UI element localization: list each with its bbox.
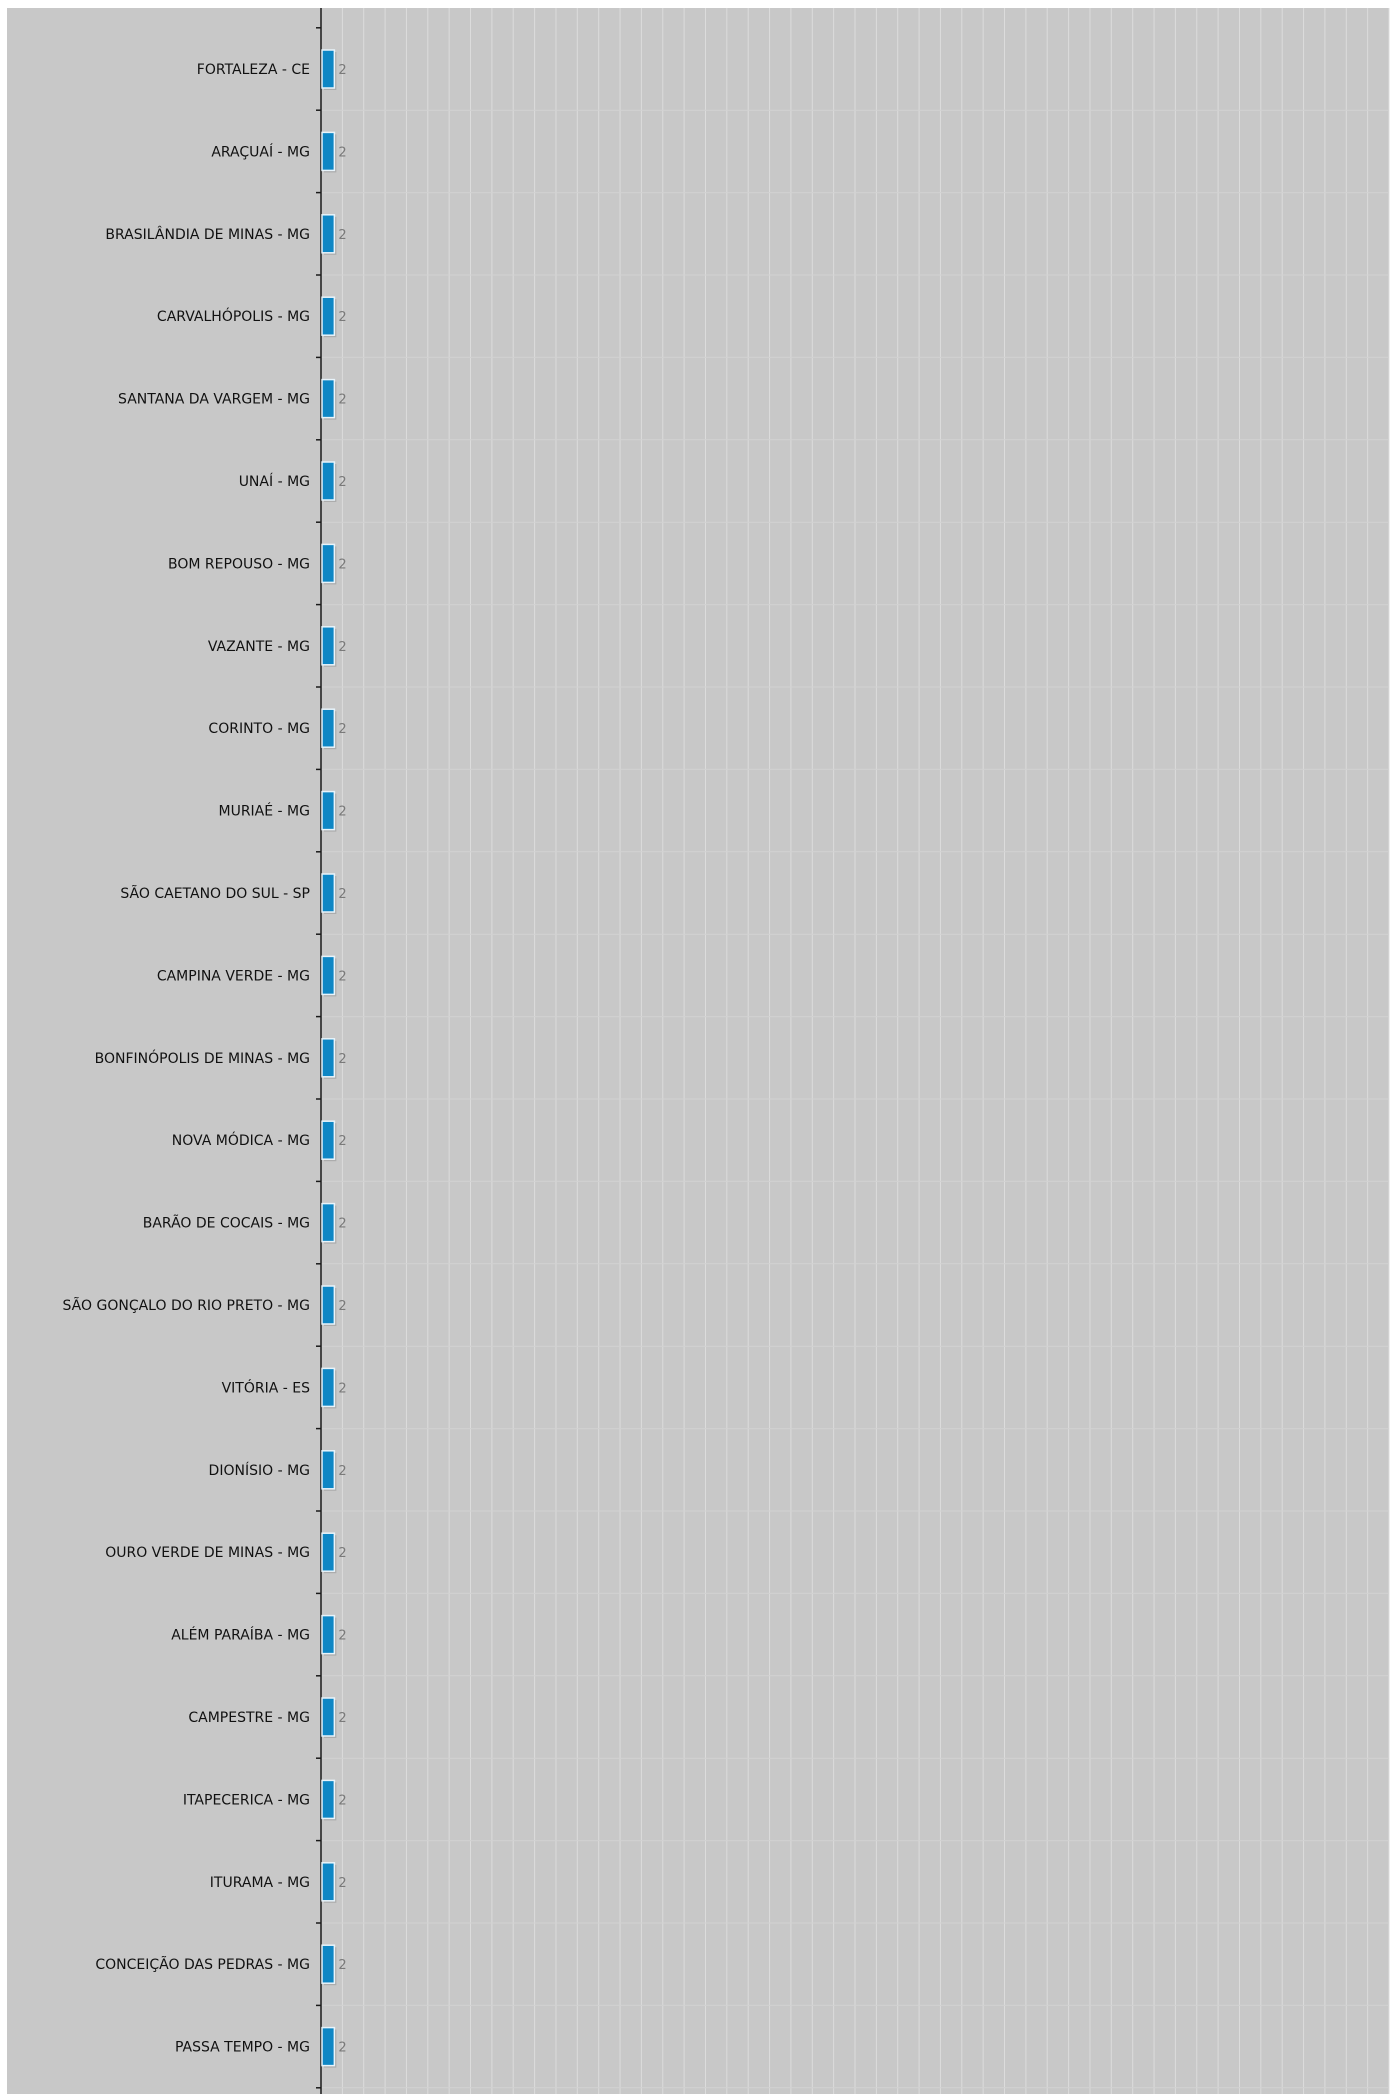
value-label: 2: [338, 969, 346, 984]
value-label: 2: [338, 63, 346, 78]
value-label: 2: [338, 887, 346, 902]
category-label: VITÓRIA - ES: [222, 1378, 311, 1396]
category-label: SÃO CAETANO DO SUL - SP: [120, 885, 310, 902]
value-label: 2: [338, 722, 346, 737]
value-label: 2: [338, 1299, 346, 1314]
value-label: 2: [338, 1629, 346, 1644]
value-label: 2: [338, 145, 346, 160]
category-label: CAMPINA VERDE - MG: [157, 968, 310, 984]
category-label: PASSA TEMPO - MG: [175, 2040, 310, 2056]
value-label: 2: [338, 228, 346, 243]
bar: [321, 378, 336, 419]
bar: [321, 543, 336, 584]
value-label: 2: [338, 1711, 346, 1726]
bar: [321, 296, 336, 336]
value-label: 2: [338, 393, 346, 408]
value-label: 2: [338, 640, 346, 655]
bar: [321, 626, 336, 666]
category-label: ITAPECERICA - MG: [183, 1792, 310, 1808]
category-label: ARAÇUAÍ - MG: [211, 143, 310, 160]
value-label: 2: [338, 1546, 346, 1561]
bar: [321, 1202, 336, 1243]
bar: [321, 955, 336, 996]
value-label: 2: [338, 1134, 346, 1149]
bar: [321, 1367, 336, 1408]
bar: [321, 49, 336, 89]
value-label: 2: [338, 2041, 346, 2056]
value-label: 2: [338, 475, 346, 490]
category-label: SANTANA DA VARGEM - MG: [118, 392, 310, 408]
bar: [321, 214, 336, 254]
value-label: 2: [338, 1958, 346, 1973]
bar: [321, 461, 336, 501]
category-label: CORINTO - MG: [208, 721, 310, 737]
bar: [321, 1614, 336, 1655]
value-label: 2: [338, 557, 346, 572]
category-label: CAMPESTRE - MG: [188, 1710, 310, 1726]
category-label: ITURAMA - MG: [210, 1875, 310, 1891]
category-label: CARVALHÓPOLIS - MG: [157, 307, 310, 325]
category-label: BOM REPOUSO - MG: [168, 556, 310, 572]
category-label: ALÉM PARAÍBA - MG: [171, 1627, 310, 1644]
bar: [321, 1285, 336, 1325]
value-label: 2: [338, 805, 346, 820]
category-label: MURIAÉ - MG: [219, 803, 311, 820]
bar: [321, 131, 336, 172]
value-label: 2: [338, 1381, 346, 1396]
bar: [321, 1944, 336, 1984]
bar: [321, 790, 336, 831]
value-label: 2: [338, 1793, 346, 1808]
bar: [321, 873, 336, 913]
category-label: SÃO GONÇALO DO RIO PRETO - MG: [63, 1297, 310, 1314]
bar: [321, 2026, 336, 2067]
value-label: 2: [338, 1052, 346, 1067]
value-label: 2: [338, 1876, 346, 1891]
bar: [321, 1450, 336, 1490]
value-label: 2: [338, 310, 346, 325]
category-label: NOVA MÓDICA - MG: [172, 1131, 310, 1149]
bar: [321, 1532, 336, 1572]
category-label: FORTALEZA - CE: [197, 62, 310, 78]
category-label: BARÃO DE COCAIS - MG: [143, 1215, 310, 1232]
bar: [321, 1779, 336, 1820]
category-label: BRASILÂNDIA DE MINAS - MG: [105, 225, 310, 243]
bar: [321, 1697, 336, 1737]
value-label: 2: [338, 1464, 346, 1479]
bar: [321, 1120, 336, 1160]
category-label: DIONÍSIO - MG: [209, 1462, 310, 1479]
category-label: OURO VERDE DE MINAS - MG: [105, 1545, 310, 1561]
value-label: 2: [338, 1217, 346, 1232]
category-label: UNAÍ - MG: [239, 473, 310, 490]
category-label: BONFINÓPOLIS DE MINAS - MG: [95, 1049, 310, 1067]
category-label: CONCEIÇÃO DAS PEDRAS - MG: [95, 1956, 310, 1973]
bar: [321, 1862, 336, 1902]
category-label: VAZANTE - MG: [208, 639, 310, 655]
bar: [321, 708, 336, 748]
bar: [321, 1038, 336, 1078]
chart-panel: [7, 8, 1389, 2094]
